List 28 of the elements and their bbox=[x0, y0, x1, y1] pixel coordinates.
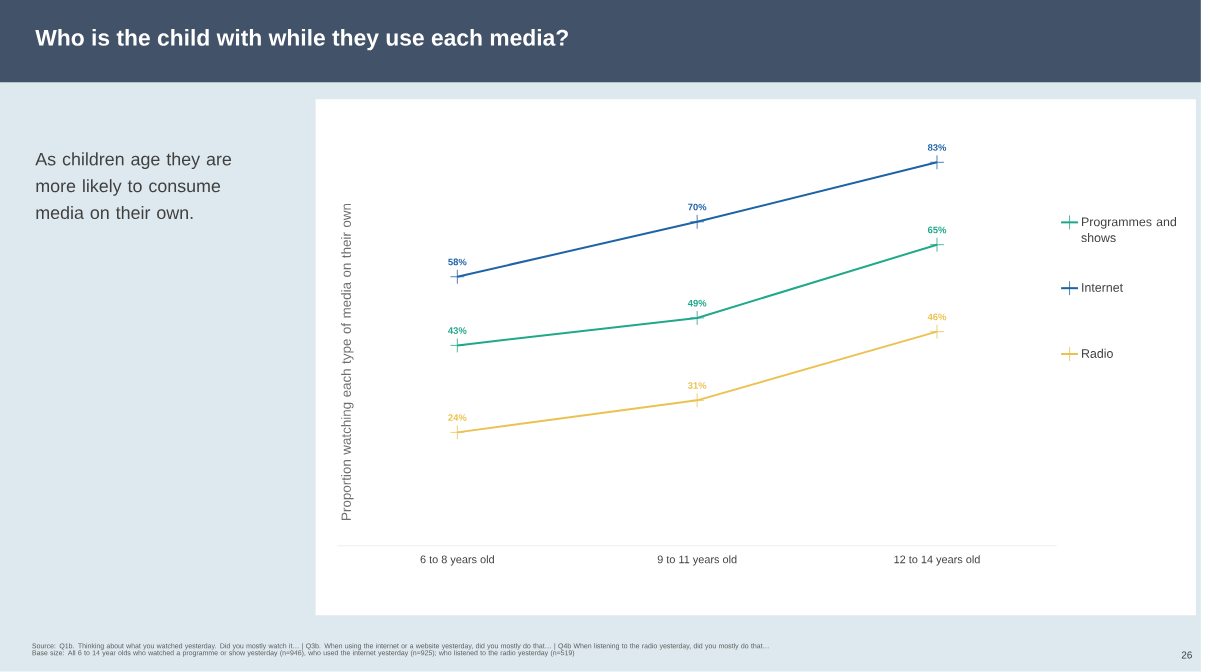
x-tick-label: 6 to 8 years old bbox=[420, 555, 494, 566]
text: As children age they are more likely to consume media on their own. bbox=[35, 152, 232, 220]
x-tick-label: 9 to 11 years old bbox=[657, 555, 737, 566]
point bbox=[929, 155, 945, 170]
y-axis-title: Proportion watching each type of media on their own bbox=[341, 204, 354, 520]
x-tick-label: 12 to 14 years old bbox=[894, 555, 980, 566]
point bbox=[689, 310, 705, 326]
data-label: 24% bbox=[448, 414, 467, 422]
point bbox=[449, 269, 465, 285]
point bbox=[449, 338, 465, 353]
data-label: 65% bbox=[927, 226, 947, 234]
data-label: 43% bbox=[448, 327, 467, 335]
text: 26 bbox=[1181, 651, 1192, 659]
data-label: 49% bbox=[687, 299, 707, 307]
point bbox=[929, 324, 945, 340]
data-label: 46% bbox=[927, 313, 947, 321]
legend-label: Programmes and shows bbox=[1081, 217, 1177, 243]
point bbox=[689, 214, 705, 230]
chart-title: Who is the child with while they use each media? bbox=[35, 29, 568, 51]
legend-label: Radio bbox=[1082, 348, 1113, 358]
point bbox=[449, 425, 465, 440]
point bbox=[689, 393, 705, 408]
data-label: 58% bbox=[448, 258, 467, 266]
point bbox=[929, 237, 945, 253]
data-label: 83% bbox=[927, 144, 947, 151]
data-label: 70% bbox=[688, 203, 707, 211]
data-label: 31% bbox=[687, 382, 707, 389]
legend-label: Internet bbox=[1082, 283, 1123, 292]
